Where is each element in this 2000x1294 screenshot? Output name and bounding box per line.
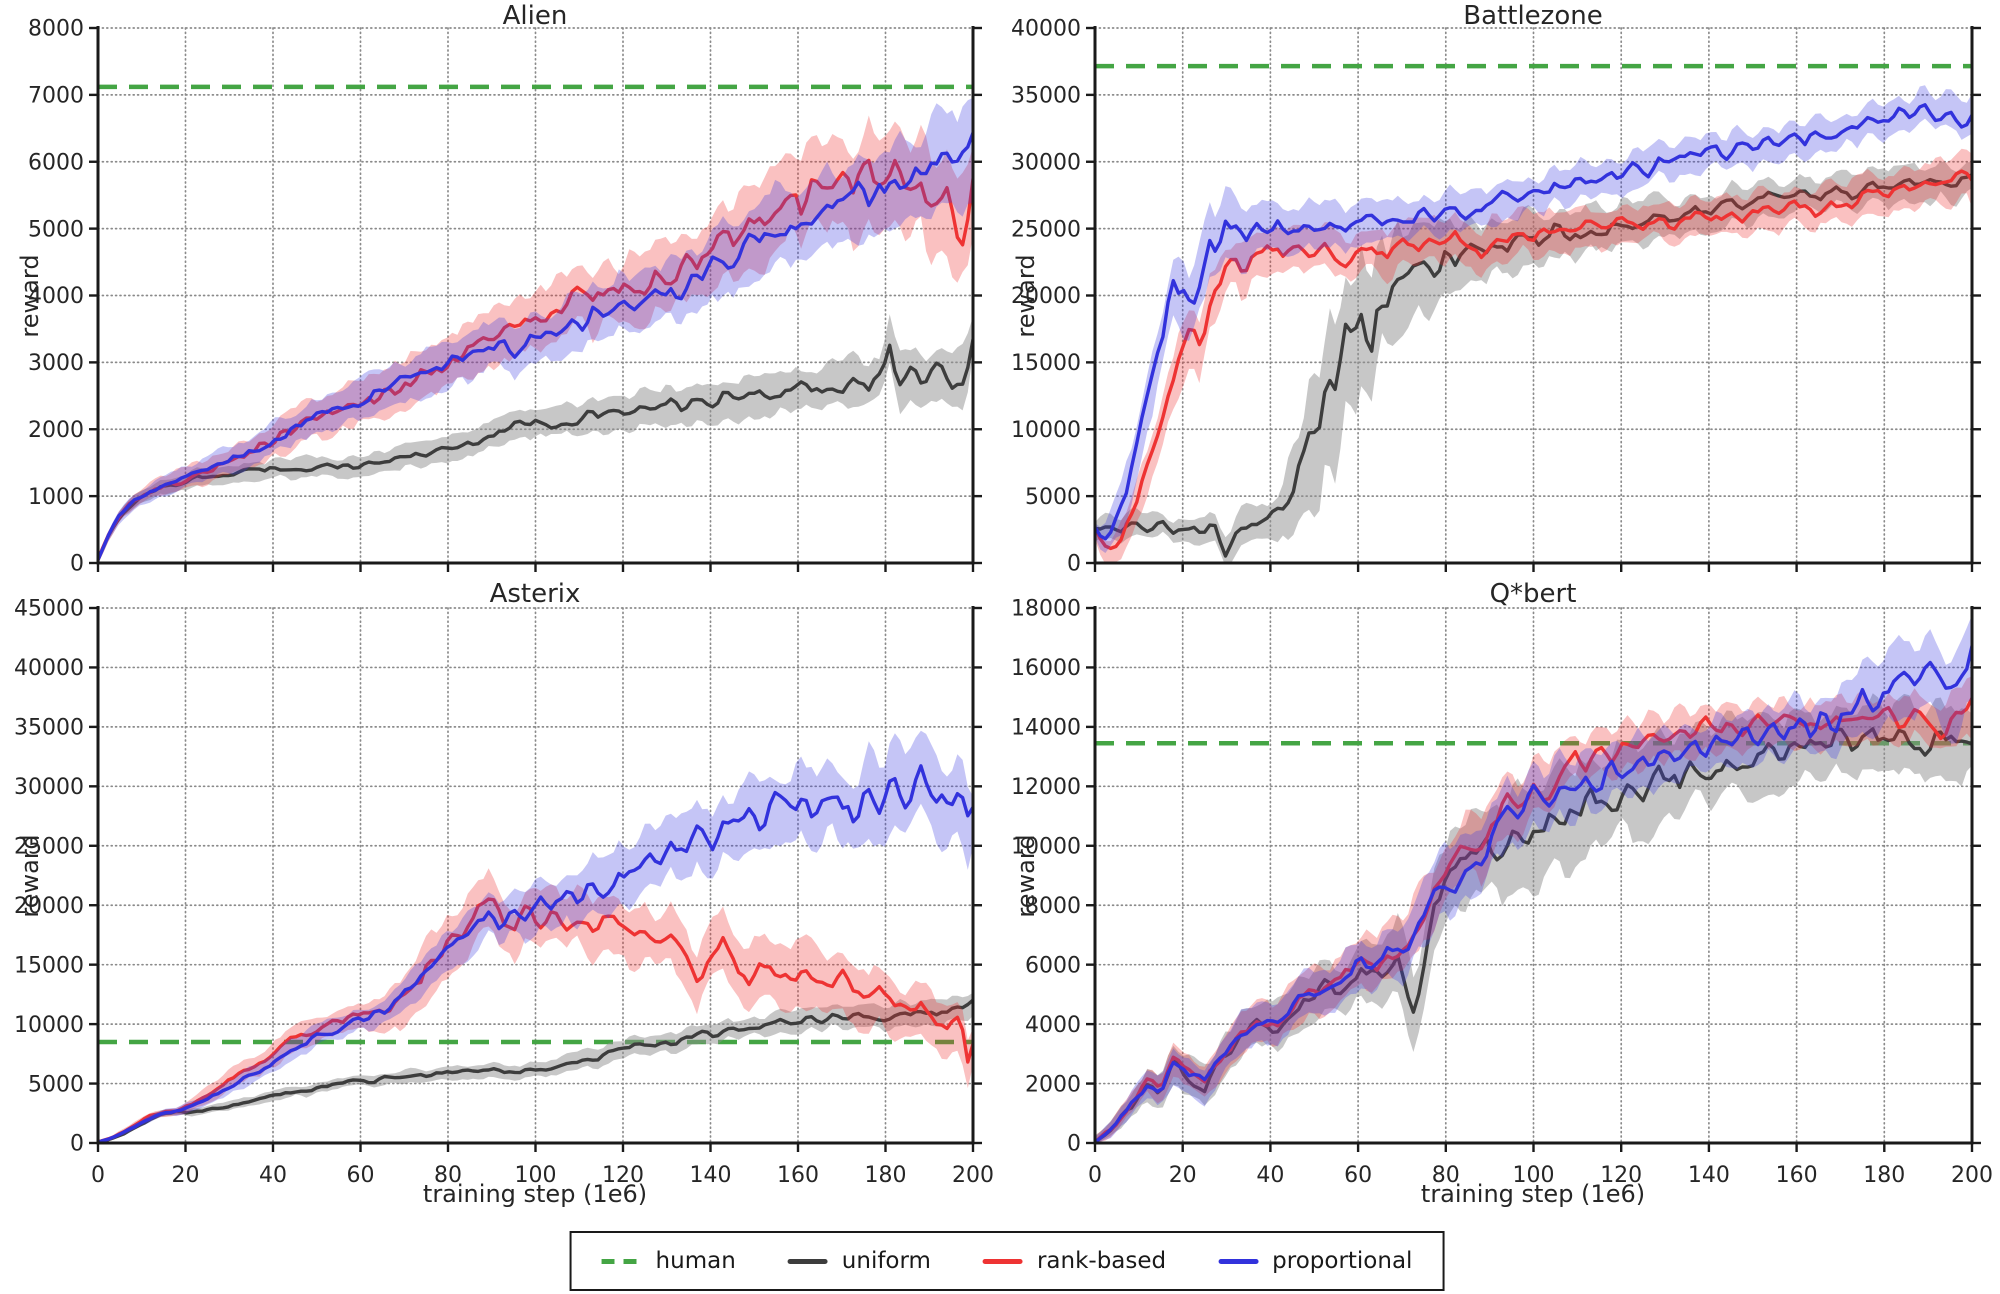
svg-text:180: 180 bbox=[1863, 1163, 1905, 1188]
svg-text:160: 160 bbox=[777, 1163, 819, 1188]
svg-text:3000: 3000 bbox=[28, 351, 84, 376]
svg-text:20: 20 bbox=[1169, 1163, 1197, 1188]
svg-text:0: 0 bbox=[1088, 1163, 1102, 1188]
svg-text:15000: 15000 bbox=[1011, 351, 1081, 376]
legend-label-proportional: proportional bbox=[1272, 1248, 1413, 1274]
chart-canvas-alien: 0 1000 2000 3000 4000 5000 6000 7000 8000 bbox=[28, 17, 982, 577]
chart-title-battlezone: Battlezone bbox=[1463, 1, 1603, 31]
legend-item-rank-based: rank-based bbox=[982, 1248, 1167, 1274]
svg-text:0: 0 bbox=[91, 1163, 105, 1188]
svg-text:120: 120 bbox=[1600, 1163, 1642, 1188]
svg-text:5000: 5000 bbox=[1025, 485, 1081, 510]
svg-text:140: 140 bbox=[690, 1163, 732, 1188]
svg-text:10000: 10000 bbox=[14, 1013, 84, 1038]
svg-text:140: 140 bbox=[1688, 1163, 1730, 1188]
chart-title-alien: Alien bbox=[502, 1, 568, 31]
svg-text:100: 100 bbox=[515, 1163, 557, 1188]
svg-text:4000: 4000 bbox=[1025, 1013, 1081, 1038]
svg-text:60: 60 bbox=[347, 1163, 375, 1188]
svg-text:4000: 4000 bbox=[28, 284, 84, 309]
x-axis-label-asterix: training step (1e6) bbox=[422, 1180, 648, 1208]
svg-text:2000: 2000 bbox=[28, 418, 84, 443]
human-dashed-line-sample-icon bbox=[601, 1258, 642, 1264]
svg-text:200: 200 bbox=[952, 1163, 994, 1188]
chart-title-qbert: Q*bert bbox=[1489, 579, 1577, 609]
svg-text:20: 20 bbox=[172, 1163, 200, 1188]
svg-text:20000: 20000 bbox=[14, 894, 84, 919]
svg-text:18000: 18000 bbox=[1011, 597, 1081, 622]
svg-text:35000: 35000 bbox=[1011, 84, 1081, 109]
svg-text:40: 40 bbox=[259, 1163, 287, 1188]
svg-text:80: 80 bbox=[1432, 1163, 1460, 1188]
proportional-line-sample-icon bbox=[1218, 1258, 1259, 1264]
svg-text:14000: 14000 bbox=[1011, 716, 1081, 741]
svg-text:0: 0 bbox=[70, 1132, 84, 1157]
svg-text:2000: 2000 bbox=[1025, 1072, 1081, 1097]
legend-item-proportional: proportional bbox=[1218, 1248, 1412, 1274]
legend-label-human: human bbox=[655, 1248, 736, 1274]
svg-text:5000: 5000 bbox=[28, 217, 84, 242]
legend-item-human: human bbox=[601, 1248, 736, 1274]
legend: human uniform rank-based proportional bbox=[569, 1231, 1445, 1291]
svg-text:10000: 10000 bbox=[1011, 418, 1081, 443]
svg-text:7000: 7000 bbox=[28, 84, 84, 109]
svg-text:200: 200 bbox=[1951, 1163, 1993, 1188]
svg-text:100: 100 bbox=[1513, 1163, 1555, 1188]
svg-text:40000: 40000 bbox=[1011, 17, 1081, 42]
svg-text:60: 60 bbox=[1344, 1163, 1372, 1188]
svg-text:5000: 5000 bbox=[28, 1072, 84, 1097]
legend-label-rank-based: rank-based bbox=[1036, 1248, 1167, 1274]
svg-text:80: 80 bbox=[434, 1163, 462, 1188]
svg-text:6000: 6000 bbox=[28, 150, 84, 175]
chart-canvas-qbert: 0200040006000800010000120001400016000180… bbox=[1011, 597, 1993, 1188]
legend-label-uniform: uniform bbox=[841, 1248, 931, 1274]
rank-based-line-sample-icon bbox=[982, 1258, 1023, 1264]
svg-text:35000: 35000 bbox=[14, 716, 84, 741]
svg-text:40000: 40000 bbox=[14, 656, 84, 681]
svg-text:12000: 12000 bbox=[1011, 775, 1081, 800]
svg-text:120: 120 bbox=[602, 1163, 644, 1188]
chart-title-asterix: Asterix bbox=[489, 579, 581, 609]
svg-text:160: 160 bbox=[1776, 1163, 1818, 1188]
svg-text:45000: 45000 bbox=[14, 597, 84, 622]
svg-text:25000: 25000 bbox=[1011, 217, 1081, 242]
svg-text:0: 0 bbox=[1067, 1132, 1081, 1157]
svg-text:16000: 16000 bbox=[1011, 656, 1081, 681]
x-axis-label-qbert: training step (1e6) bbox=[1420, 1180, 1646, 1208]
svg-text:180: 180 bbox=[865, 1163, 907, 1188]
svg-text:6000: 6000 bbox=[1025, 953, 1081, 978]
svg-text:0: 0 bbox=[1067, 552, 1081, 577]
svg-text:15000: 15000 bbox=[14, 953, 84, 978]
svg-text:8000: 8000 bbox=[28, 17, 84, 42]
svg-text:20000: 20000 bbox=[1011, 284, 1081, 309]
legend-item-uniform: uniform bbox=[787, 1248, 931, 1274]
svg-text:30000: 30000 bbox=[14, 775, 84, 800]
svg-text:25000: 25000 bbox=[14, 834, 84, 859]
uniform-line-sample-icon bbox=[787, 1258, 828, 1264]
svg-text:0: 0 bbox=[70, 552, 84, 577]
svg-text:8000: 8000 bbox=[1025, 894, 1081, 919]
chart-canvas-asterix: 0 5000 10000 15000 20000 25000 30000 35000 40000… bbox=[14, 597, 994, 1188]
chart-canvas-battlezone: 0 5000 10000 15000 20000 25000 30000 35000 40000 bbox=[1011, 17, 1981, 577]
svg-text:40: 40 bbox=[1256, 1163, 1284, 1188]
svg-text:10000: 10000 bbox=[1011, 834, 1081, 859]
svg-text:1000: 1000 bbox=[28, 485, 84, 510]
svg-text:30000: 30000 bbox=[1011, 150, 1081, 175]
